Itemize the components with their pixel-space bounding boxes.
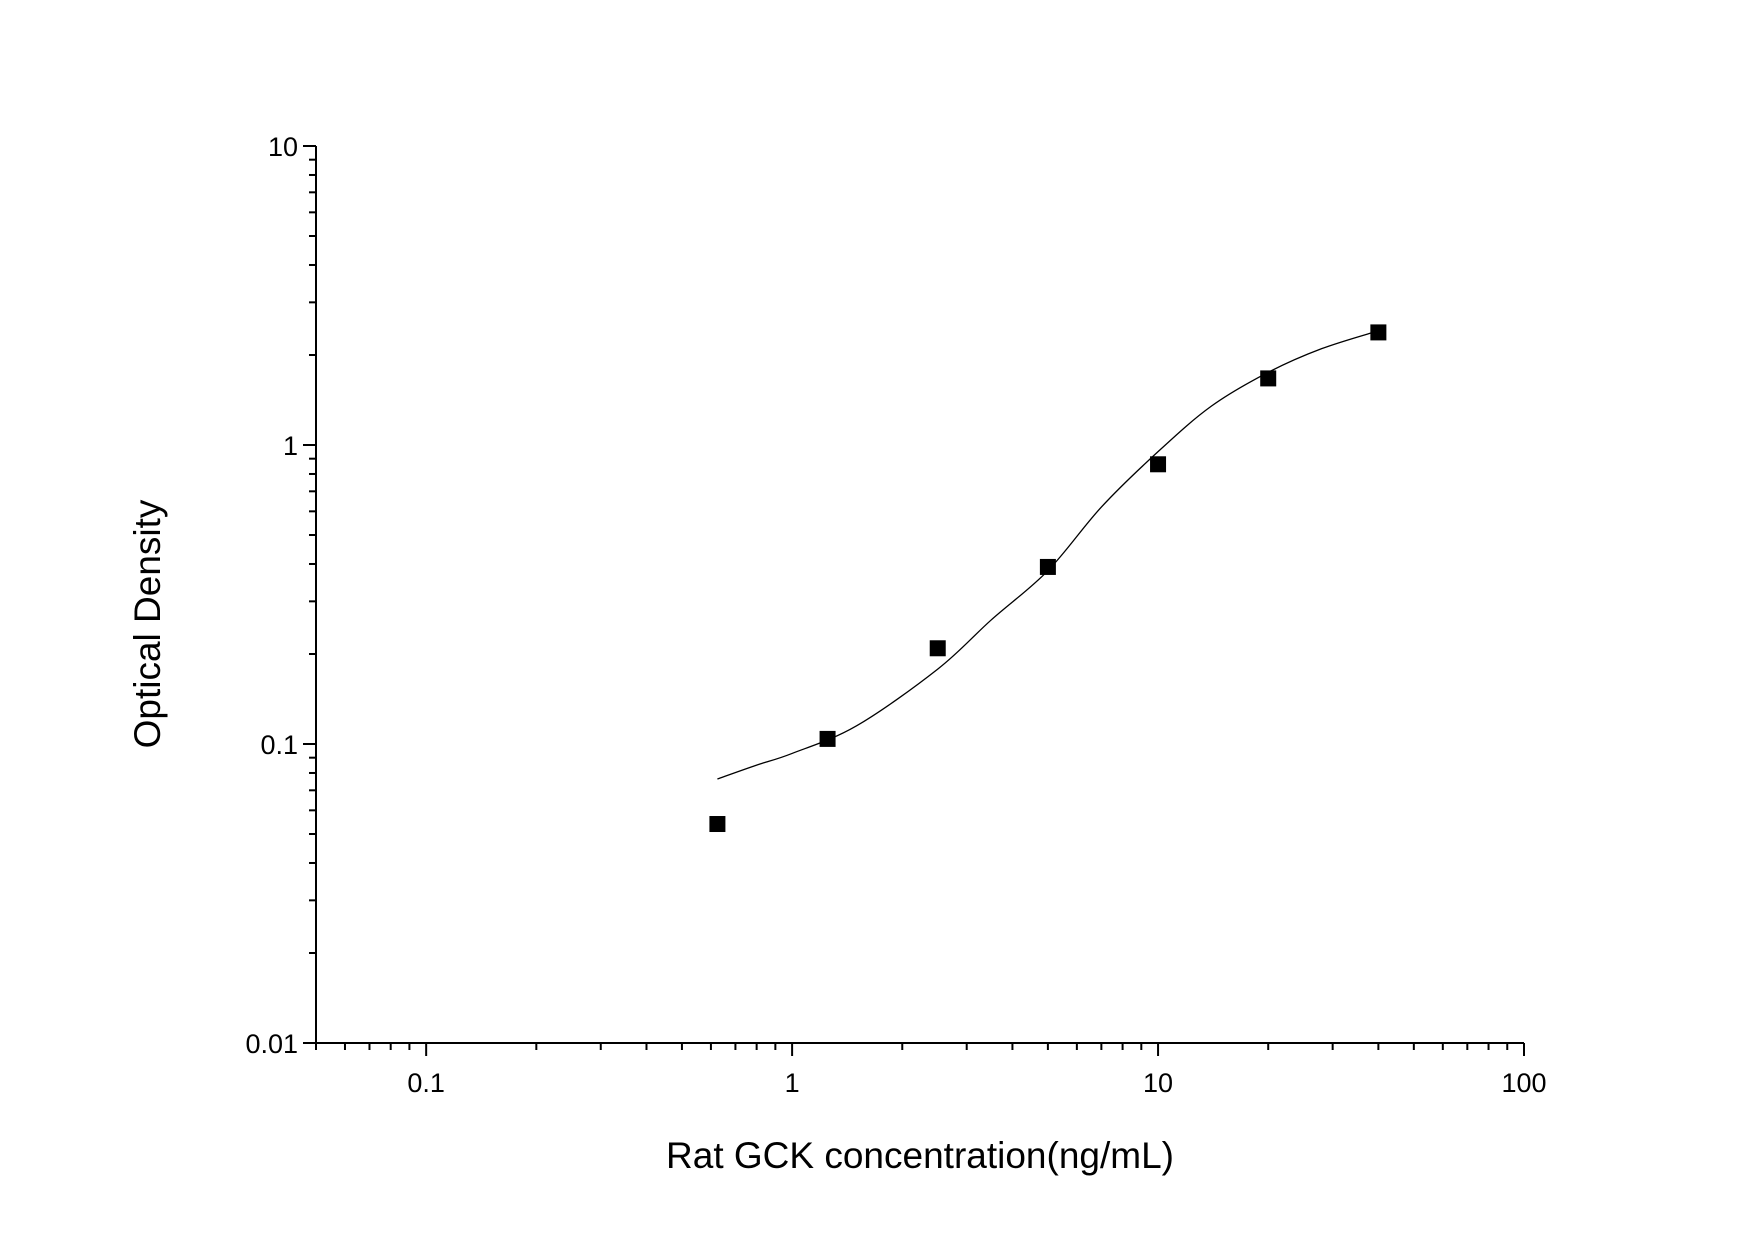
y-tick-label: 0.1 <box>260 730 298 760</box>
y-tick-label: 10 <box>268 132 298 162</box>
x-tick-label: 10 <box>1143 1068 1173 1098</box>
data-points <box>709 324 1387 833</box>
axes: 0.1 1 10 100 0.01 0.1 1 10 <box>245 132 1546 1098</box>
data-point <box>1260 370 1277 387</box>
data-point <box>1039 558 1056 575</box>
data-point <box>1370 324 1387 341</box>
fit-curve <box>717 330 1379 780</box>
data-point <box>1150 456 1167 473</box>
y-tick-label: 1 <box>283 431 298 461</box>
x-tick-label: 0.1 <box>407 1068 445 1098</box>
y-axis-title: Optical Density <box>127 499 168 748</box>
y-tick-label: 0.01 <box>245 1029 298 1059</box>
x-tick-label: 1 <box>785 1068 800 1098</box>
x-axis-title: Rat GCK concentration(ng/mL) <box>666 1135 1174 1176</box>
x-tick-label: 100 <box>1501 1068 1546 1098</box>
data-point <box>709 816 726 833</box>
data-point <box>929 640 946 657</box>
data-point <box>819 730 836 747</box>
